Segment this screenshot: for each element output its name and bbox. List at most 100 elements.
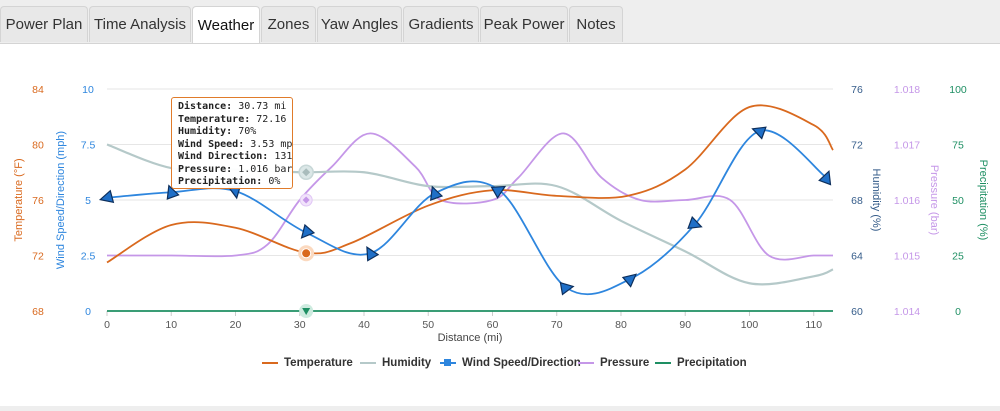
legend-square-marker — [444, 359, 451, 366]
y-tick-label-temp: 76 — [32, 195, 44, 207]
legend-swatch — [578, 362, 594, 364]
y-tick-label-wind: 2.5 — [81, 251, 96, 263]
legend-label: Precipitation — [677, 357, 747, 369]
y-tick-label-prec: 25 — [952, 251, 964, 263]
x-tick-label: 0 — [104, 319, 110, 331]
tooltip-value: 3.53 mph — [250, 138, 293, 150]
legend-label: Temperature — [284, 357, 353, 369]
wind-direction-arrow — [490, 185, 507, 199]
tab-yaw-angles[interactable]: Yaw Angles — [317, 6, 402, 42]
wind-direction-arrow — [687, 215, 703, 230]
x-tick-label: 40 — [358, 319, 370, 331]
y-axis-title-temp: Temperature (°F) — [13, 158, 25, 241]
y-tick-label-pres: 1.018 — [894, 84, 920, 96]
tooltip-value: 131° — [274, 151, 293, 162]
wind-direction-arrow — [621, 273, 638, 288]
temperature-hover-marker — [301, 248, 312, 259]
wind-direction-arrow — [300, 223, 316, 239]
tooltip-row: Precipitation: 0% — [178, 176, 286, 188]
tooltip-row: Humidity: 70% — [178, 126, 286, 139]
x-tick-label: 30 — [294, 319, 306, 331]
y-tick-label-temp: 80 — [32, 140, 44, 152]
legend-item-precipitation[interactable]: Precipitation — [655, 352, 747, 374]
precipitation-hover-marker — [302, 308, 311, 315]
legend-label: Wind Speed/Direction — [462, 357, 581, 369]
wind-direction-arrow — [166, 184, 180, 200]
tab-gradients[interactable]: Gradients — [403, 6, 479, 42]
tooltip-row: Distance: 30.73 mi — [178, 101, 286, 114]
legend-label: Humidity — [382, 357, 432, 369]
tab-peak-power[interactable]: Peak Power — [480, 6, 568, 42]
chart-legend: Temperature Humidity Wind Speed/Direction P… — [0, 352, 1000, 374]
x-tick-label: 70 — [551, 319, 563, 331]
legend-label: Pressure — [600, 357, 650, 369]
tooltip-key: Humidity: — [178, 126, 233, 137]
tooltip-value: 0% — [262, 176, 281, 187]
tooltip-row: Temperature: 72.16 °F — [178, 113, 292, 127]
y-tick-label-hum: 64 — [851, 251, 863, 263]
y-tick-label-temp: 72 — [32, 251, 44, 263]
y-tick-label-temp: 68 — [32, 306, 44, 318]
tab-weather[interactable]: Weather — [192, 6, 260, 44]
y-tick-label-pres: 1.016 — [894, 195, 920, 207]
legend-item-humidity[interactable]: Humidity — [360, 352, 431, 374]
wind-direction-arrow — [751, 126, 767, 140]
y-axis-title-pres: Pressure (bar) — [928, 165, 940, 235]
y-tick-label-wind: 10 — [82, 84, 94, 96]
tooltip-value: 1.016 bar — [232, 163, 293, 175]
x-tick-label: 60 — [487, 319, 499, 331]
tooltip-key: Wind Direction: — [178, 151, 269, 162]
y-tick-label-temp: 84 — [32, 84, 44, 96]
x-tick-label: 50 — [422, 319, 434, 331]
tab-power-plan[interactable]: Power Plan — [0, 6, 88, 42]
y-tick-label-prec: 50 — [952, 195, 964, 207]
tab-bar: Power Plan Time Analysis Weather Zones Yaw A… — [0, 0, 1000, 44]
tooltip-row: Wind Speed: 3.53 mph — [178, 138, 292, 152]
legend-item-wind-speed-direction[interactable]: Wind Speed/Direction — [440, 352, 581, 374]
tooltip-value: 72.16 °F — [256, 113, 292, 125]
legend-swatch — [440, 359, 456, 366]
tab-notes[interactable]: Notes — [569, 6, 623, 42]
wind-direction-arrow — [98, 189, 115, 204]
x-tick-label: 80 — [615, 319, 627, 331]
y-axis-title-wind: Wind Speed/Direction (mph) — [55, 131, 67, 269]
legend-swatch — [360, 362, 376, 364]
y-axis-title-hum: Humidity (%) — [870, 169, 882, 232]
y-tick-label-prec: 0 — [955, 306, 961, 318]
y-tick-label-prec: 75 — [952, 140, 964, 152]
y-tick-label-pres: 1.014 — [894, 306, 920, 318]
wind-direction-arrow — [430, 185, 444, 201]
y-tick-label-hum: 76 — [851, 84, 863, 96]
tab-time-analysis[interactable]: Time Analysis — [89, 6, 191, 42]
legend-item-pressure[interactable]: Pressure — [578, 352, 649, 374]
legend-item-temperature[interactable]: Temperature — [262, 352, 353, 374]
x-tick-label: 100 — [741, 319, 759, 331]
tooltip-key: Distance: — [178, 101, 233, 112]
y-tick-label-pres: 1.015 — [894, 251, 920, 263]
tooltip-key: Pressure: — [178, 163, 233, 175]
x-tick-label: 110 — [805, 319, 822, 331]
wind-direction-arrow — [818, 169, 832, 186]
tab-zones[interactable]: Zones — [261, 6, 316, 42]
wind-direction-arrow — [366, 246, 380, 262]
tooltip-row: Wind Direction: 131° — [178, 151, 292, 164]
y-tick-label-hum: 60 — [851, 306, 863, 318]
tooltip-key: Temperature: — [178, 113, 251, 125]
legend-swatch — [655, 362, 671, 364]
x-tick-label: 20 — [230, 319, 242, 331]
tooltip-key: Wind Speed: — [178, 138, 245, 150]
humidity-hover-marker — [302, 168, 311, 177]
y-tick-label-wind: 7.5 — [81, 140, 96, 152]
legend-swatch — [262, 362, 278, 364]
x-axis-title: Distance (mi) — [438, 332, 503, 344]
series-line-temperature — [106, 104, 834, 264]
chart-panel: 0 10 20 30 40 50 60 70 80 90 100 110 Distance (mi) 68… — [0, 43, 1000, 406]
y-tick-label-wind: 5 — [85, 195, 91, 207]
x-tick-label: 90 — [679, 319, 691, 331]
series-line-pressure — [107, 132, 833, 261]
y-tick-label-prec: 100 — [949, 84, 967, 96]
x-tick-label: 10 — [165, 319, 177, 331]
tooltip-value: 70% — [232, 126, 257, 137]
